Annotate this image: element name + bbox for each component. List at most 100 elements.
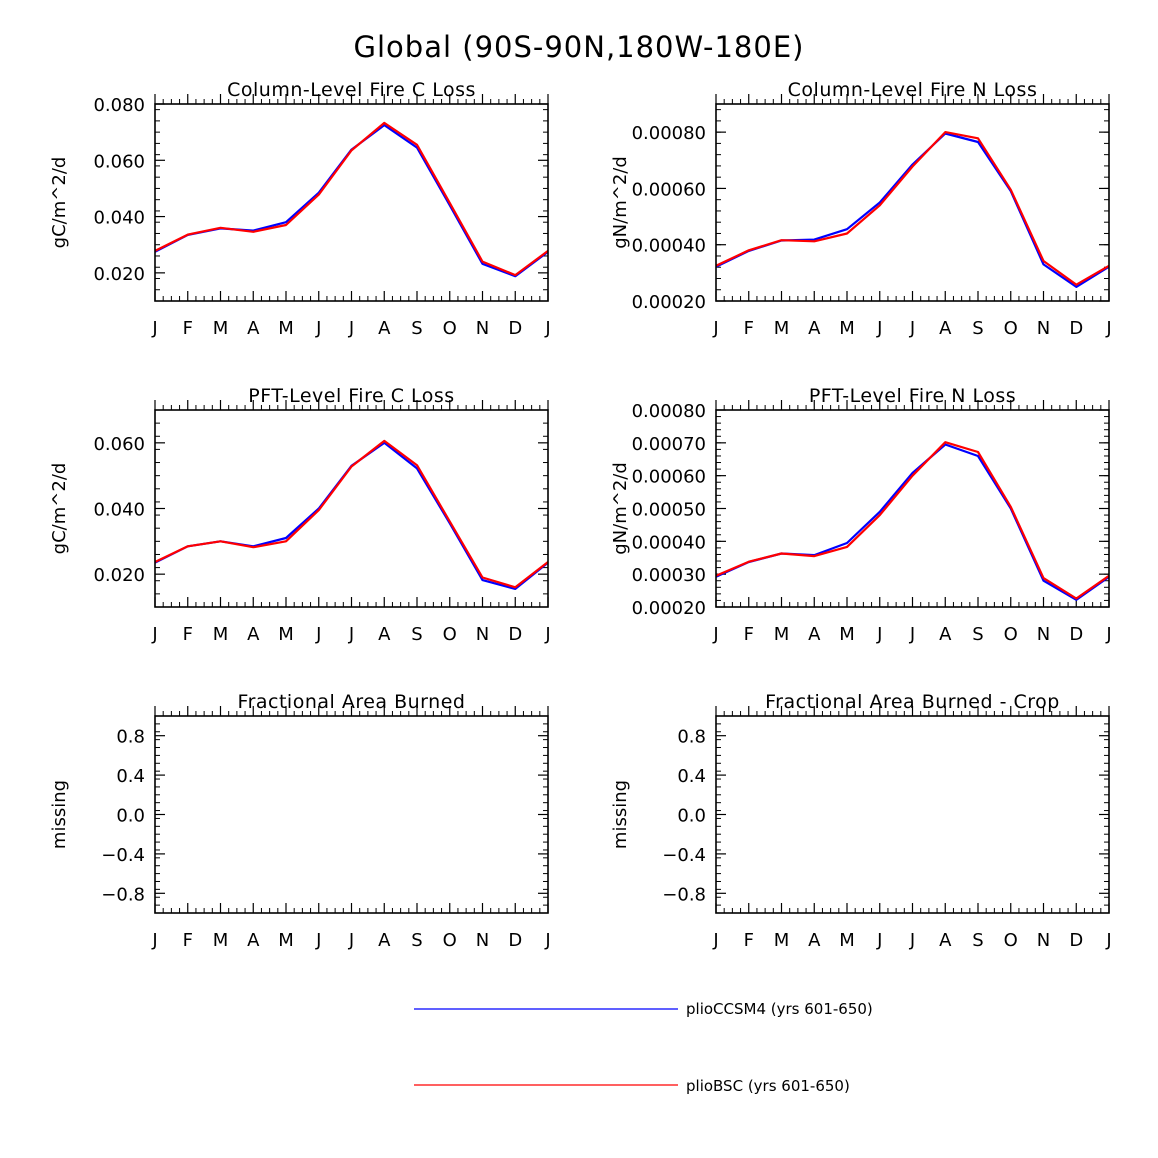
x-tick-label: A	[808, 930, 821, 951]
series-line-plioCCSM4	[154, 441, 549, 591]
series-line-plioBSC	[715, 441, 1110, 600]
x-tick-label: M	[213, 624, 229, 645]
x-tick-label: J	[151, 624, 157, 645]
x-tick-label: J	[544, 930, 550, 951]
x-tick-label: A	[808, 624, 821, 645]
y-tick-label: 0.00050	[632, 500, 706, 521]
panel-title: Fractional Area Burned - Crop	[765, 691, 1060, 713]
y-tick-label: 0.4	[677, 766, 706, 787]
y-tick-label: 0.8	[677, 727, 706, 748]
y-tick-label: −0.4	[101, 845, 145, 866]
x-tick-label: F	[183, 930, 193, 951]
y-tick-label: 0.00080	[632, 401, 706, 422]
x-tick-label: J	[876, 624, 882, 645]
chart-panel-1: J F M A M J J A S O N D J0.0200.0400.0600.080Column-…	[49, 79, 551, 339]
x-tick-label: M	[278, 624, 294, 645]
y-tick-label: 0.4	[116, 766, 145, 787]
x-tick-label: D	[1069, 318, 1083, 339]
panel-title: Fractional Area Burned	[238, 691, 466, 713]
legend-label-plioBSC: plioBSC (yrs 601-650)	[686, 1077, 850, 1095]
x-tick-label: A	[808, 318, 821, 339]
figure-title: Global (90S-90N,180W-180E)	[354, 30, 805, 64]
y-tick-label: 0.00020	[632, 598, 706, 619]
x-tick-label: N	[1037, 930, 1050, 951]
x-tick-label: J	[544, 318, 550, 339]
x-tick-label: S	[411, 318, 422, 339]
x-tick-label: J	[315, 318, 321, 339]
x-tick-label: J	[909, 930, 915, 951]
legend: plioCCSM4 (yrs 601-650) plioBSC (yrs 601…	[414, 1000, 873, 1095]
panel-title: Column-Level Fire N Loss	[788, 79, 1038, 101]
x-tick-label: D	[508, 930, 522, 951]
x-tick-label: J	[315, 624, 321, 645]
series-line-plioCCSM4	[715, 132, 1110, 288]
x-tick-label: F	[744, 318, 754, 339]
x-tick-label: J	[544, 624, 550, 645]
y-tick-label: 0.00040	[632, 532, 706, 553]
y-axis-label: gN/m^2/d	[610, 462, 631, 555]
y-tick-label: 0.00020	[632, 292, 706, 313]
y-tick-label: −0.8	[662, 884, 706, 905]
x-tick-label: M	[774, 318, 790, 339]
x-tick-label: A	[378, 930, 391, 951]
x-tick-label: J	[1105, 318, 1111, 339]
x-tick-label: J	[712, 624, 718, 645]
x-tick-label: M	[213, 930, 229, 951]
series-line-plioBSC	[154, 439, 549, 589]
plot-frame	[715, 409, 1110, 608]
x-tick-label: J	[348, 930, 354, 951]
x-tick-label: J	[315, 930, 321, 951]
x-tick-label: D	[508, 318, 522, 339]
x-tick-label: M	[278, 318, 294, 339]
x-tick-label: D	[1069, 930, 1083, 951]
x-tick-label: O	[443, 624, 457, 645]
x-tick-label: F	[183, 318, 193, 339]
x-tick-label: J	[348, 318, 354, 339]
x-tick-label: O	[443, 930, 457, 951]
x-tick-label: S	[411, 624, 422, 645]
y-tick-label: 0.0	[116, 806, 145, 827]
x-tick-label: A	[939, 624, 952, 645]
y-axis-label: missing	[610, 780, 631, 849]
chart-panel-2: J F M A M J J A S O N D J0.000200.000400.000600.0008…	[610, 79, 1112, 339]
y-tick-label: 0.060	[93, 151, 145, 172]
x-tick-label: D	[1069, 624, 1083, 645]
x-tick-label: J	[151, 930, 157, 951]
x-tick-label: J	[151, 318, 157, 339]
x-tick-label: J	[1105, 624, 1111, 645]
x-tick-label: O	[1004, 318, 1018, 339]
y-tick-label: 0.00060	[632, 179, 706, 200]
y-axis-label: gN/m^2/d	[610, 156, 631, 249]
y-tick-label: 0.00070	[632, 434, 706, 455]
plot-frame	[154, 103, 549, 302]
panel-title: PFT-Level Fire C Loss	[248, 385, 454, 407]
x-tick-label: A	[378, 624, 391, 645]
x-tick-label: A	[939, 930, 952, 951]
y-tick-label: 0.080	[93, 95, 145, 116]
x-tick-label: J	[876, 930, 882, 951]
y-tick-label: 0.040	[93, 500, 145, 521]
plot-frame	[715, 715, 1110, 914]
chart-panel-4: J F M A M J J A S O N D J0.000200.000300.000400.0005…	[610, 385, 1112, 645]
y-axis-label: gC/m^2/d	[49, 463, 70, 555]
panel-title: PFT-Level Fire N Loss	[809, 385, 1016, 407]
x-tick-label: N	[476, 318, 489, 339]
y-axis-label: missing	[49, 780, 70, 849]
series-line-plioCCSM4	[154, 123, 549, 278]
y-tick-label: −0.8	[101, 884, 145, 905]
x-tick-label: J	[876, 318, 882, 339]
x-tick-label: O	[443, 318, 457, 339]
chart-panel-6: J F M A M J J A S O N D J0.80.40.0−0.4−0.8Fractional…	[610, 691, 1112, 951]
y-tick-label: −0.4	[662, 845, 706, 866]
x-tick-label: M	[774, 624, 790, 645]
y-tick-label: 0.040	[93, 208, 145, 229]
y-tick-label: 0.00030	[632, 565, 706, 586]
legend-label-plioCCSM4: plioCCSM4 (yrs 601-650)	[686, 1000, 873, 1018]
y-axis-label: gC/m^2/d	[49, 157, 70, 249]
chart-panels: J F M A M J J A S O N D J0.0200.0400.0600.080Column-…	[49, 79, 1112, 951]
x-tick-label: A	[247, 930, 260, 951]
x-tick-label: F	[744, 930, 754, 951]
x-tick-label: J	[348, 624, 354, 645]
x-tick-label: N	[1037, 318, 1050, 339]
